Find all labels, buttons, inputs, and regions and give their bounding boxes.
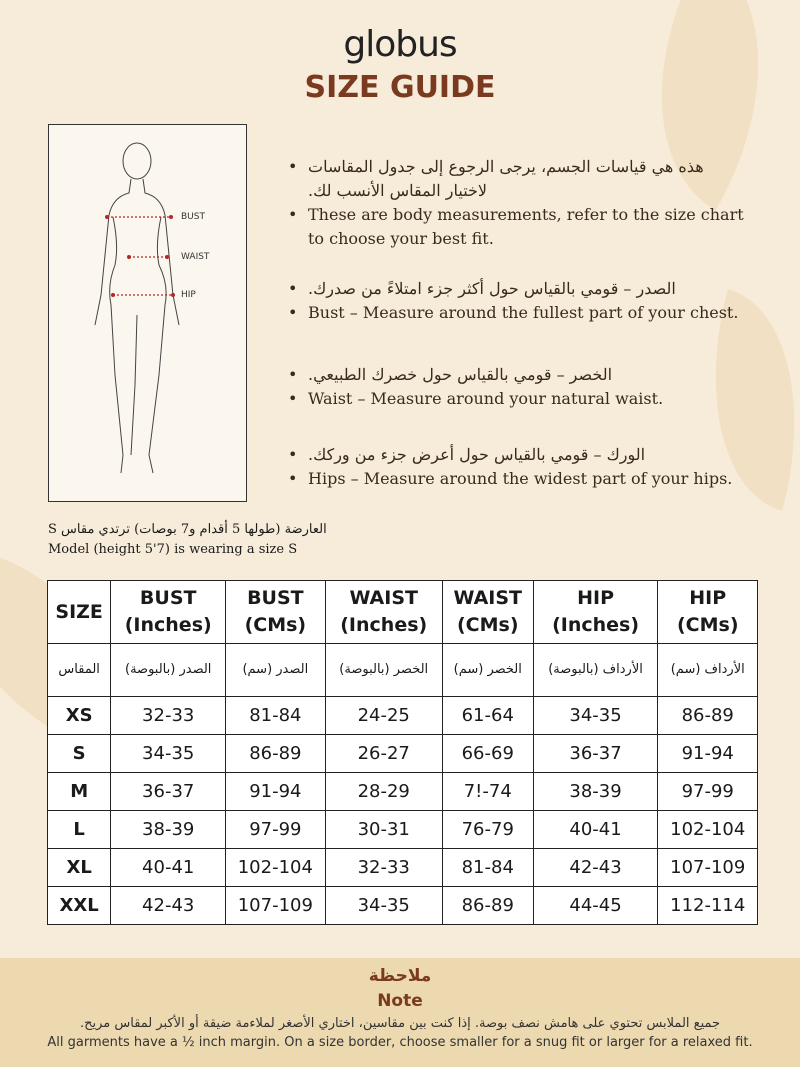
size-table: SIZE BUST (Inches) BUST (CMs) WAIST (Inches) WA…	[46, 580, 758, 925]
model-info: العارضة (طولها 5 أقدام و7 بوصات) ترتدي م…	[48, 520, 327, 560]
model-info-en: Model (height 5'7) is wearing a size S	[48, 542, 298, 557]
column-header-ar: الصدر (بالبوصة)	[110, 643, 227, 697]
header-row-ar: المقاس الصدر (بالبوصة) الصدر (سم) الخصر (با…	[46, 643, 758, 697]
measurement-cell: 76-79	[441, 810, 534, 849]
table-row: L 38-39 97-99 30-31 76-79 40-41 102-104	[46, 810, 758, 849]
column-header-ar: الخصر (بالبوصة)	[324, 643, 443, 697]
table-row: M 36-37 91-94 28-29 7!-74 38-39 97-99	[46, 772, 758, 811]
measurement-cell: 97-99	[225, 810, 326, 849]
measurement-cell: 102-104	[657, 810, 758, 849]
measurement-cell: 38-39	[110, 810, 227, 849]
brand-logo: globus	[343, 24, 457, 65]
table-row: XL 40-41 102-104 32-33 81-84 42-43 107-109	[46, 848, 758, 887]
bullet-waist-en: Waist – Measure around your natural wais…	[288, 387, 748, 411]
header-row: SIZE BUST (Inches) BUST (CMs) WAIST (Inches) WA…	[46, 580, 758, 644]
measurement-cell: 36-37	[532, 734, 659, 773]
measurement-cell: 44-45	[532, 886, 659, 925]
measurement-cell: 86-89	[441, 886, 534, 925]
measurement-cell: 86-89	[657, 696, 758, 735]
column-header-ar: الأرداف (سم)	[657, 643, 758, 697]
column-header-ar: الأرداف (بالبوصة)	[532, 643, 659, 697]
bullet-hips-ar: الورك – قومي بالقياس حول أعرض جزء من ورك…	[288, 443, 748, 467]
column-header: HIP (Inches)	[532, 580, 659, 644]
body-figure: BUST WAIST HIP	[48, 124, 247, 502]
measurement-cell: 40-41	[110, 848, 227, 887]
measurement-cell: 38-39	[532, 772, 659, 811]
page-title: SIZE GUIDE	[304, 70, 496, 105]
measurement-cell: 36-37	[110, 772, 227, 811]
bullet-intro-en: These are body measurements, refer to th…	[288, 203, 748, 251]
note-text-ar: جميع الملابس تحتوي على هامش نصف بوصة. إذ…	[79, 1016, 721, 1031]
measurement-cell: 97-99	[657, 772, 758, 811]
column-header: HIP (CMs)	[657, 580, 758, 644]
measurement-cell: 107-109	[225, 886, 326, 925]
bullet-bust-ar: الصدر – قومي بالقياس حول أكثر جزء امتلاء…	[288, 277, 748, 301]
measurement-cell: 32-33	[324, 848, 443, 887]
measurement-cell: 24-25	[324, 696, 443, 735]
size-cell: XS	[46, 696, 112, 735]
measurement-cell: 112-114	[657, 886, 758, 925]
measurement-cell: 91-94	[657, 734, 758, 773]
measurement-cell: 34-35	[324, 886, 443, 925]
note-section: ملاحظة Note جميع الملابس تحتوي على هامش …	[0, 958, 800, 1067]
measurement-cell: 26-27	[324, 734, 443, 773]
measurement-cell: 66-69	[441, 734, 534, 773]
table-row: XXL 42-43 107-109 34-35 86-89 44-45 112-114	[46, 886, 758, 925]
hip-label: HIP	[181, 290, 196, 300]
measurement-cell: 40-41	[532, 810, 659, 849]
size-cell: XL	[46, 848, 112, 887]
column-header: BUST (Inches)	[110, 580, 227, 644]
column-header: WAIST (Inches)	[324, 580, 443, 644]
measurement-cell: 91-94	[225, 772, 326, 811]
measurement-cell: 34-35	[532, 696, 659, 735]
table-row: S 34-35 86-89 26-27 66-69 36-37 91-94	[46, 734, 758, 773]
measurement-cell: 30-31	[324, 810, 443, 849]
column-header: WAIST (CMs)	[441, 580, 534, 644]
bullet-hips-en: Hips – Measure around the widest part of…	[288, 467, 748, 491]
size-cell: XXL	[46, 886, 112, 925]
bullet-bust-en: Bust – Measure around the fullest part o…	[288, 301, 748, 325]
bullet-waist-ar: الخصر – قومي بالقياس حول خصرك الطبيعي.	[288, 363, 748, 387]
note-title: Note	[377, 991, 423, 1011]
note-text: All garments have a ½ inch margin. On a …	[47, 1035, 753, 1050]
note-title-ar: ملاحظة	[368, 966, 432, 986]
measurement-cell: 32-33	[110, 696, 227, 735]
waist-label: WAIST	[181, 252, 210, 262]
measurement-cell: 102-104	[225, 848, 326, 887]
bullet-intro-ar: هذه هي قياسات الجسم، يرجى الرجوع إلى جدو…	[288, 155, 748, 203]
column-header-ar: المقاس	[46, 643, 112, 697]
measurement-cell: 42-43	[532, 848, 659, 887]
instructions-list: هذه هي قياسات الجسم، يرجى الرجوع إلى جدو…	[288, 155, 748, 491]
measurement-cell: 81-84	[225, 696, 326, 735]
column-header-ar: الخصر (سم)	[441, 643, 534, 697]
column-header: SIZE	[46, 580, 112, 644]
measurement-cell: 107-109	[657, 848, 758, 887]
table-row: XS 32-33 81-84 24-25 61-64 34-35 86-89	[46, 696, 758, 735]
size-cell: L	[46, 810, 112, 849]
measurement-cell: 61-64	[441, 696, 534, 735]
column-header: BUST (CMs)	[225, 580, 326, 644]
measurement-cell: 7!-74	[441, 772, 534, 811]
measurement-cell: 86-89	[225, 734, 326, 773]
bust-label: BUST	[181, 212, 205, 222]
measurement-cell: 81-84	[441, 848, 534, 887]
measurement-cell: 34-35	[110, 734, 227, 773]
size-cell: M	[46, 772, 112, 811]
size-cell: S	[46, 734, 112, 773]
model-info-ar: العارضة (طولها 5 أقدام و7 بوصات) ترتدي م…	[48, 522, 327, 537]
body-silhouette-icon	[94, 142, 180, 474]
column-header-ar: الصدر (سم)	[225, 643, 326, 697]
measurement-cell: 28-29	[324, 772, 443, 811]
measurement-cell: 42-43	[110, 886, 227, 925]
